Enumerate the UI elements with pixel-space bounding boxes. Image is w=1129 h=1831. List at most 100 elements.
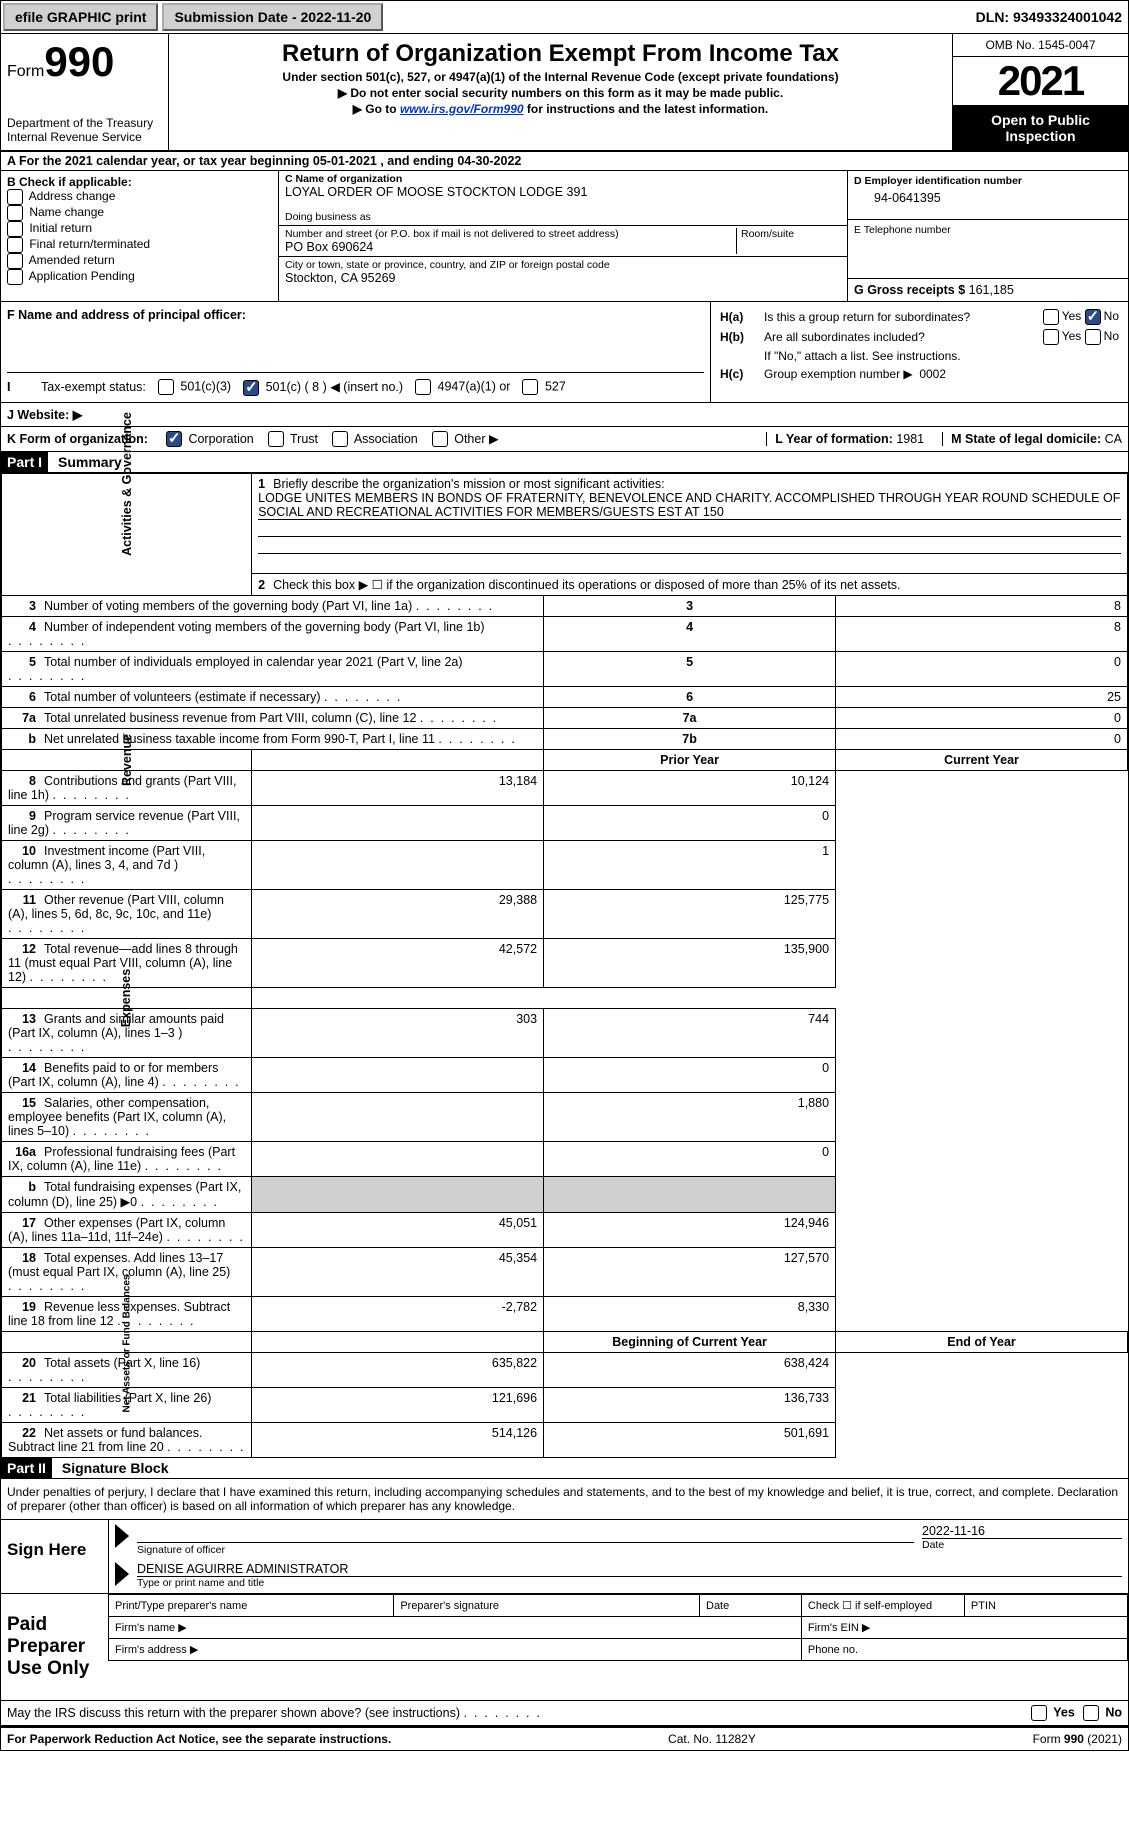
form-number: 990 <box>44 38 114 85</box>
chk-4947[interactable] <box>415 379 431 395</box>
sidebar-revenue: Revenue <box>120 734 134 786</box>
website-label: J Website: ▶ <box>7 407 82 422</box>
sig-arrow-icon <box>115 1524 129 1548</box>
section-h: H(a)Is this a group return for subordina… <box>711 302 1128 402</box>
prior-year-header: Prior Year <box>544 750 836 771</box>
sig-name-label: Type or print name and title <box>137 1577 1122 1589</box>
dln-text: DLN: 93493324001042 <box>970 9 1128 25</box>
dba-label: Doing business as <box>285 211 841 223</box>
header-right: OMB No. 1545-0047 2021 Open to Public In… <box>953 34 1128 150</box>
city-value: Stockton, CA 95269 <box>285 271 841 285</box>
period-row: A For the 2021 calendar year, or tax yea… <box>1 152 1128 171</box>
subtitle-2: Do not enter social security numbers on … <box>173 86 948 100</box>
line2-text: Check this box ▶ ☐ if the organization d… <box>273 578 900 592</box>
section-f-label: F Name and address of principal officer: <box>7 308 704 322</box>
section-d: D Employer identification number 94-0641… <box>848 171 1128 301</box>
chk-name-change[interactable] <box>7 205 23 221</box>
ha-yes[interactable] <box>1043 309 1059 325</box>
current-year-header: Current Year <box>836 750 1128 771</box>
chk-application-pending[interactable] <box>7 269 23 285</box>
firm-address-label: Firm's address ▶ <box>109 1639 802 1661</box>
ptin-label: PTIN <box>964 1595 1127 1617</box>
discuss-no[interactable] <box>1083 1705 1099 1721</box>
form-prefix: Form <box>7 63 44 80</box>
part2-title: Signature Block <box>52 1460 169 1476</box>
submission-label: Submission Date - <box>174 9 300 25</box>
website-row: J Website: ▶ <box>1 403 1128 427</box>
hb-label: Are all subordinates included? <box>763 328 1021 346</box>
hc-label: Group exemption number ▶ <box>764 367 913 381</box>
tax-year: 2021 <box>953 57 1128 106</box>
penalty-text: Under penalties of perjury, I declare th… <box>1 1479 1128 1520</box>
form-container: efile GRAPHIC print Submission Date - 20… <box>0 0 1129 1751</box>
preparer-name-label: Print/Type preparer's name <box>109 1595 394 1617</box>
submission-button[interactable]: Submission Date - 2022-11-20 <box>162 3 383 31</box>
paid-preparer-label: Paid Preparer Use Only <box>1 1594 108 1700</box>
org-name-label: C Name of organization <box>285 173 841 185</box>
street-label: Number and street (or P.O. box if mail i… <box>285 228 736 240</box>
mission-label: Briefly describe the organization's miss… <box>273 477 664 491</box>
self-employed-label: Check ☐ if self-employed <box>801 1595 964 1617</box>
discuss-row: May the IRS discuss this return with the… <box>1 1701 1128 1726</box>
discuss-text: May the IRS discuss this return with the… <box>7 1706 540 1720</box>
chk-amended-return[interactable] <box>7 253 23 269</box>
tel-label: E Telephone number <box>854 224 1122 236</box>
section-c: C Name of organization LOYAL ORDER OF MO… <box>279 171 848 301</box>
efile-button[interactable]: efile GRAPHIC print <box>3 3 158 31</box>
part1-header: Part I Summary <box>1 452 1128 473</box>
header-row: Form990 Department of the Treasury Inter… <box>1 34 1128 152</box>
subtitle-3: Go to www.irs.gov/Form990 for instructio… <box>173 102 948 116</box>
paid-preparer-row: Paid Preparer Use Only Print/Type prepar… <box>1 1594 1128 1701</box>
tax-exempt-label: Tax-exempt status: <box>41 380 146 394</box>
footer-row: For Paperwork Reduction Act Notice, see … <box>1 1726 1128 1750</box>
firm-phone-label: Phone no. <box>801 1639 1127 1661</box>
topbar: efile GRAPHIC print Submission Date - 20… <box>1 1 1128 34</box>
section-b-label: B Check if applicable: <box>7 175 272 189</box>
ha-label: Is this a group return for subordinates? <box>763 308 1021 326</box>
year-formation: 1981 <box>896 432 924 446</box>
section-b: B Check if applicable: Address change Na… <box>1 171 279 301</box>
ein-value: 94-0641395 <box>854 187 1122 215</box>
footer-mid: Cat. No. 11282Y <box>668 1732 756 1746</box>
firm-name-label: Firm's name ▶ <box>109 1617 802 1639</box>
summary-table: Activities & Governance 1Briefly describ… <box>1 473 1128 1458</box>
subtitle-1: Under section 501(c), 527, or 4947(a)(1)… <box>173 70 948 84</box>
preparer-sig-label: Preparer's signature <box>394 1595 700 1617</box>
state-domicile: CA <box>1105 432 1122 446</box>
chk-other-[interactable] <box>432 431 448 447</box>
sig-date: 2022-11-16 <box>922 1524 1122 1539</box>
header-left: Form990 Department of the Treasury Inter… <box>1 34 169 150</box>
part1-title: Summary <box>48 454 122 470</box>
header-center: Return of Organization Exempt From Incom… <box>169 34 953 150</box>
hb-no[interactable] <box>1085 329 1101 345</box>
omb-number: OMB No. 1545-0047 <box>953 34 1128 57</box>
k-row: K Form of organization: Corporation Trus… <box>1 427 1128 453</box>
paid-preparer-table: Print/Type preparer's name Preparer's si… <box>108 1594 1128 1661</box>
chk-corporation[interactable] <box>166 431 182 447</box>
irs-link[interactable]: www.irs.gov/Form990 <box>400 102 524 116</box>
hb-note: If "No," attach a list. See instructions… <box>763 348 1120 364</box>
submission-date: 2022-11-20 <box>301 9 372 25</box>
chk-501c3[interactable] <box>158 379 174 395</box>
part2-badge: Part II <box>1 1458 52 1478</box>
tax-exempt-row: I Tax-exempt status: 501(c)(3) 501(c) ( … <box>7 372 704 396</box>
hc-value: 0002 <box>919 367 946 381</box>
org-name: LOYAL ORDER OF MOOSE STOCKTON LODGE 391 <box>285 185 841 199</box>
form-title: Return of Organization Exempt From Incom… <box>173 40 948 68</box>
chk-address-change[interactable] <box>7 189 23 205</box>
city-label: City or town, state or province, country… <box>285 259 841 271</box>
ha-no[interactable] <box>1085 309 1101 325</box>
chk-trust[interactable] <box>268 431 284 447</box>
street-value: PO Box 690624 <box>285 240 736 254</box>
sign-here-row: Sign Here Signature of officer 2022-11-1… <box>1 1520 1128 1594</box>
chk-501c[interactable] <box>243 380 259 396</box>
discuss-yes[interactable] <box>1031 1705 1047 1721</box>
room-label: Room/suite <box>736 228 841 254</box>
hb-yes[interactable] <box>1043 329 1059 345</box>
chk-association[interactable] <box>332 431 348 447</box>
fg-row: F Name and address of principal officer:… <box>1 302 1128 403</box>
footer-right: Form 990 (2021) <box>1033 1732 1122 1746</box>
chk-initial-return[interactable] <box>7 221 23 237</box>
chk-527[interactable] <box>522 379 538 395</box>
chk-final-return-terminated[interactable] <box>7 237 23 253</box>
